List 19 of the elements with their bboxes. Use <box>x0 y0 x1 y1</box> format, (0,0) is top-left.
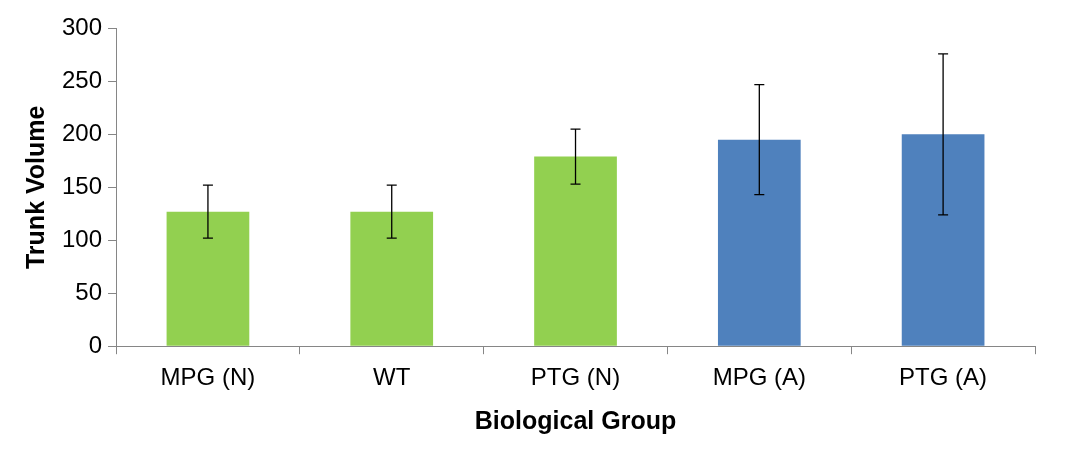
y-tick-label: 150 <box>62 171 103 199</box>
bar <box>166 211 250 346</box>
x-axis-title: Biological Group <box>474 405 677 434</box>
y-tick-label: 0 <box>88 330 103 358</box>
y-axis-title: Trunk Volume <box>20 105 49 270</box>
y-tick-label: 50 <box>75 277 103 305</box>
x-tick-label: MPG (N) <box>160 363 256 391</box>
y-tick-label: 300 <box>62 13 103 41</box>
x-tick-label: PTG (N) <box>530 363 621 391</box>
bar <box>350 211 434 346</box>
bar <box>901 134 985 346</box>
bar <box>717 139 801 346</box>
x-tick-label: WT <box>373 363 411 391</box>
y-tick-label: 100 <box>62 224 103 252</box>
y-tick-label: 250 <box>62 65 103 93</box>
bar <box>534 156 617 346</box>
y-tick-label: 200 <box>62 118 103 146</box>
x-tick-label: MPG (A) <box>712 363 806 391</box>
x-tick-label: PTG (A) <box>899 363 988 391</box>
